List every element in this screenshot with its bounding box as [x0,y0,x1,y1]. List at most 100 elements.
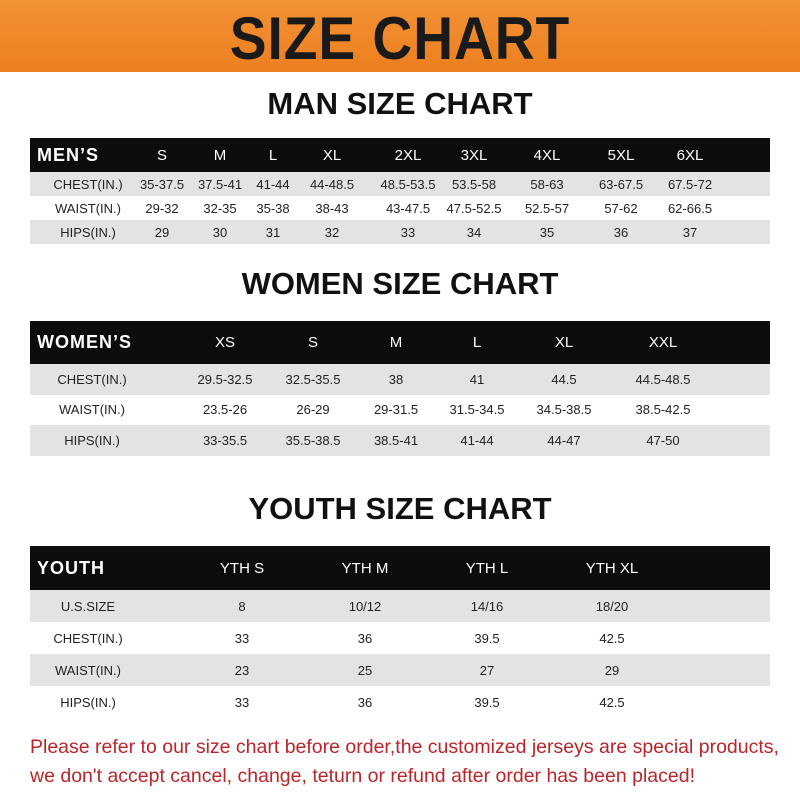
table-cell: 57-62 [604,200,638,216]
table-cell: 38.5-41 [373,432,419,448]
size-header: XXL [648,334,678,351]
size-header: S [156,146,168,164]
footer-notice-line-2: we don't accept cancel, change, teturn o… [30,765,695,787]
row-label: HIPS(IN.) [60,694,116,710]
row-label: WAIST(IN.) [55,662,121,678]
table-cell: 32.5-35.5 [285,371,341,387]
table-cell: 62-66.5 [667,200,713,216]
table-cell: 44-47 [547,432,581,448]
size-header: YTH M [341,559,389,577]
row-label: HIPS(IN.) [64,432,120,448]
table-cell: 34 [466,224,482,240]
row-label: WAIST(IN.) [59,402,125,418]
table-cell: 36 [357,630,373,646]
table-row: WAIST(IN.) 23 25 27 29 [30,654,770,686]
size-header: 2XL [394,146,422,164]
size-header: M [213,146,227,164]
table-cell: 14/16 [470,598,504,614]
row-label: WAIST(IN.) [55,200,121,216]
table-cell: 27 [479,662,495,678]
size-header: YTH S [219,559,265,577]
table-cell: 63-67.5 [598,176,644,192]
table-row: WAIST(IN.) 23.5-26 26-29 29-31.5 31.5-34.5 34… [30,394,770,425]
table-cell: 29-32 [145,200,179,216]
table-cell: 23.5-26 [202,402,248,418]
size-header: M [389,334,403,351]
table-cell: 26-29 [296,402,330,418]
table-cell: 10/12 [348,598,382,614]
row-label: U.S.SIZE [60,598,116,614]
table-cell: 43-47.5 [385,200,431,216]
table-cell: 29-31.5 [373,402,419,418]
size-header: L [472,334,482,351]
table-cell: 58-63 [530,176,564,192]
table-cell: 29.5-32.5 [197,371,253,387]
table-cell: 35-37.5 [139,176,185,192]
table-cell: 37.5-41 [197,176,243,192]
youth-header-label: YOUTH [37,557,105,578]
size-header: L [268,146,278,164]
table-cell: 41 [469,371,485,387]
table-cell: 38 [388,371,404,387]
men-header-label: MEN’S [37,144,100,165]
table-cell: 29 [154,224,170,240]
table-cell: 32-35 [203,200,237,216]
table-cell: 37 [682,224,698,240]
table-cell: 25 [357,662,373,678]
table-cell: 31.5-34.5 [449,402,505,418]
size-header: S [307,334,319,351]
size-header: XL [322,146,342,164]
table-cell: 41-44 [460,432,494,448]
table-cell: 42.5 [599,694,625,710]
size-header: XS [214,334,236,351]
table-cell: 38-43 [315,200,349,216]
table-cell: 31 [265,224,281,240]
table-cell: 36 [357,694,373,710]
size-header: 5XL [607,146,635,164]
table-cell: 53.5-58 [451,176,497,192]
table-cell: 41-44 [256,176,290,192]
table-row: HIPS(IN.) 33-35.5 35.5-38.5 38.5-41 41-44 44-… [30,425,770,456]
footer-notice-line-1: Please refer to our size chart before or… [30,736,779,758]
table-cell: 39.5 [474,694,500,710]
size-header: 6XL [676,146,704,164]
row-label: CHEST(IN.) [57,371,127,387]
page-title: SIZE CHART [229,5,571,72]
table-cell: 33 [234,694,250,710]
title-banner [0,0,800,72]
men-header-row: MEN’S S M L XL 2XL 3XL 4XL 5XL 6XL [30,138,770,172]
table-cell: 44.5 [551,371,577,387]
size-header: 4XL [533,146,561,164]
youth-header-row: YOUTH YTH S YTH M YTH L YTH XL [30,546,770,590]
table-cell: 34.5-38.5 [536,402,592,418]
table-cell: 47-50 [646,432,680,448]
table-row: WAIST(IN.) 29-32 32-35 35-38 38-43 43-47.5 47.… [30,196,770,220]
table-cell: 33 [234,630,250,646]
size-header: XL [554,334,574,351]
table-cell: 52.5-57 [524,200,570,216]
table-cell: 35-38 [256,200,290,216]
table-cell: 8 [238,598,246,614]
table-cell: 39.5 [474,630,500,646]
table-cell: 44-48.5 [309,176,355,192]
table-cell: 23 [234,662,250,678]
men-size-table: MEN’S S M L XL 2XL 3XL 4XL 5XL 6XL CHEST(IN.) 35-37… [30,138,770,244]
table-cell: 32 [324,224,340,240]
table-cell: 35.5-38.5 [285,432,341,448]
row-label: CHEST(IN.) [53,630,123,646]
youth-size-table: YOUTH YTH S YTH M YTH L YTH XL U.S.SIZE 8 10/12… [30,546,770,718]
women-size-table: WOMEN’S XS S M L XL XXL CHEST(IN.) 29.5-32.5 32.5… [30,321,770,456]
table-cell: 38.5-42.5 [635,402,691,418]
row-label: HIPS(IN.) [60,224,116,240]
table-cell: 48.5-53.5 [380,176,436,192]
row-label: CHEST(IN.) [53,176,123,192]
table-row: CHEST(IN.) 35-37.5 37.5-41 41-44 44-48.5 48.5… [30,172,770,196]
table-cell: 44.5-48.5 [635,371,691,387]
men-section-title: MAN SIZE CHART [267,86,533,121]
table-row: HIPS(IN.) 33 36 39.5 42.5 [30,686,770,718]
table-cell: 36 [613,224,629,240]
table-cell: 29 [604,662,620,678]
size-header: YTH XL [585,559,639,577]
table-row: U.S.SIZE 8 10/12 14/16 18/20 [30,590,770,622]
table-row: CHEST(IN.) 33 36 39.5 42.5 [30,622,770,654]
